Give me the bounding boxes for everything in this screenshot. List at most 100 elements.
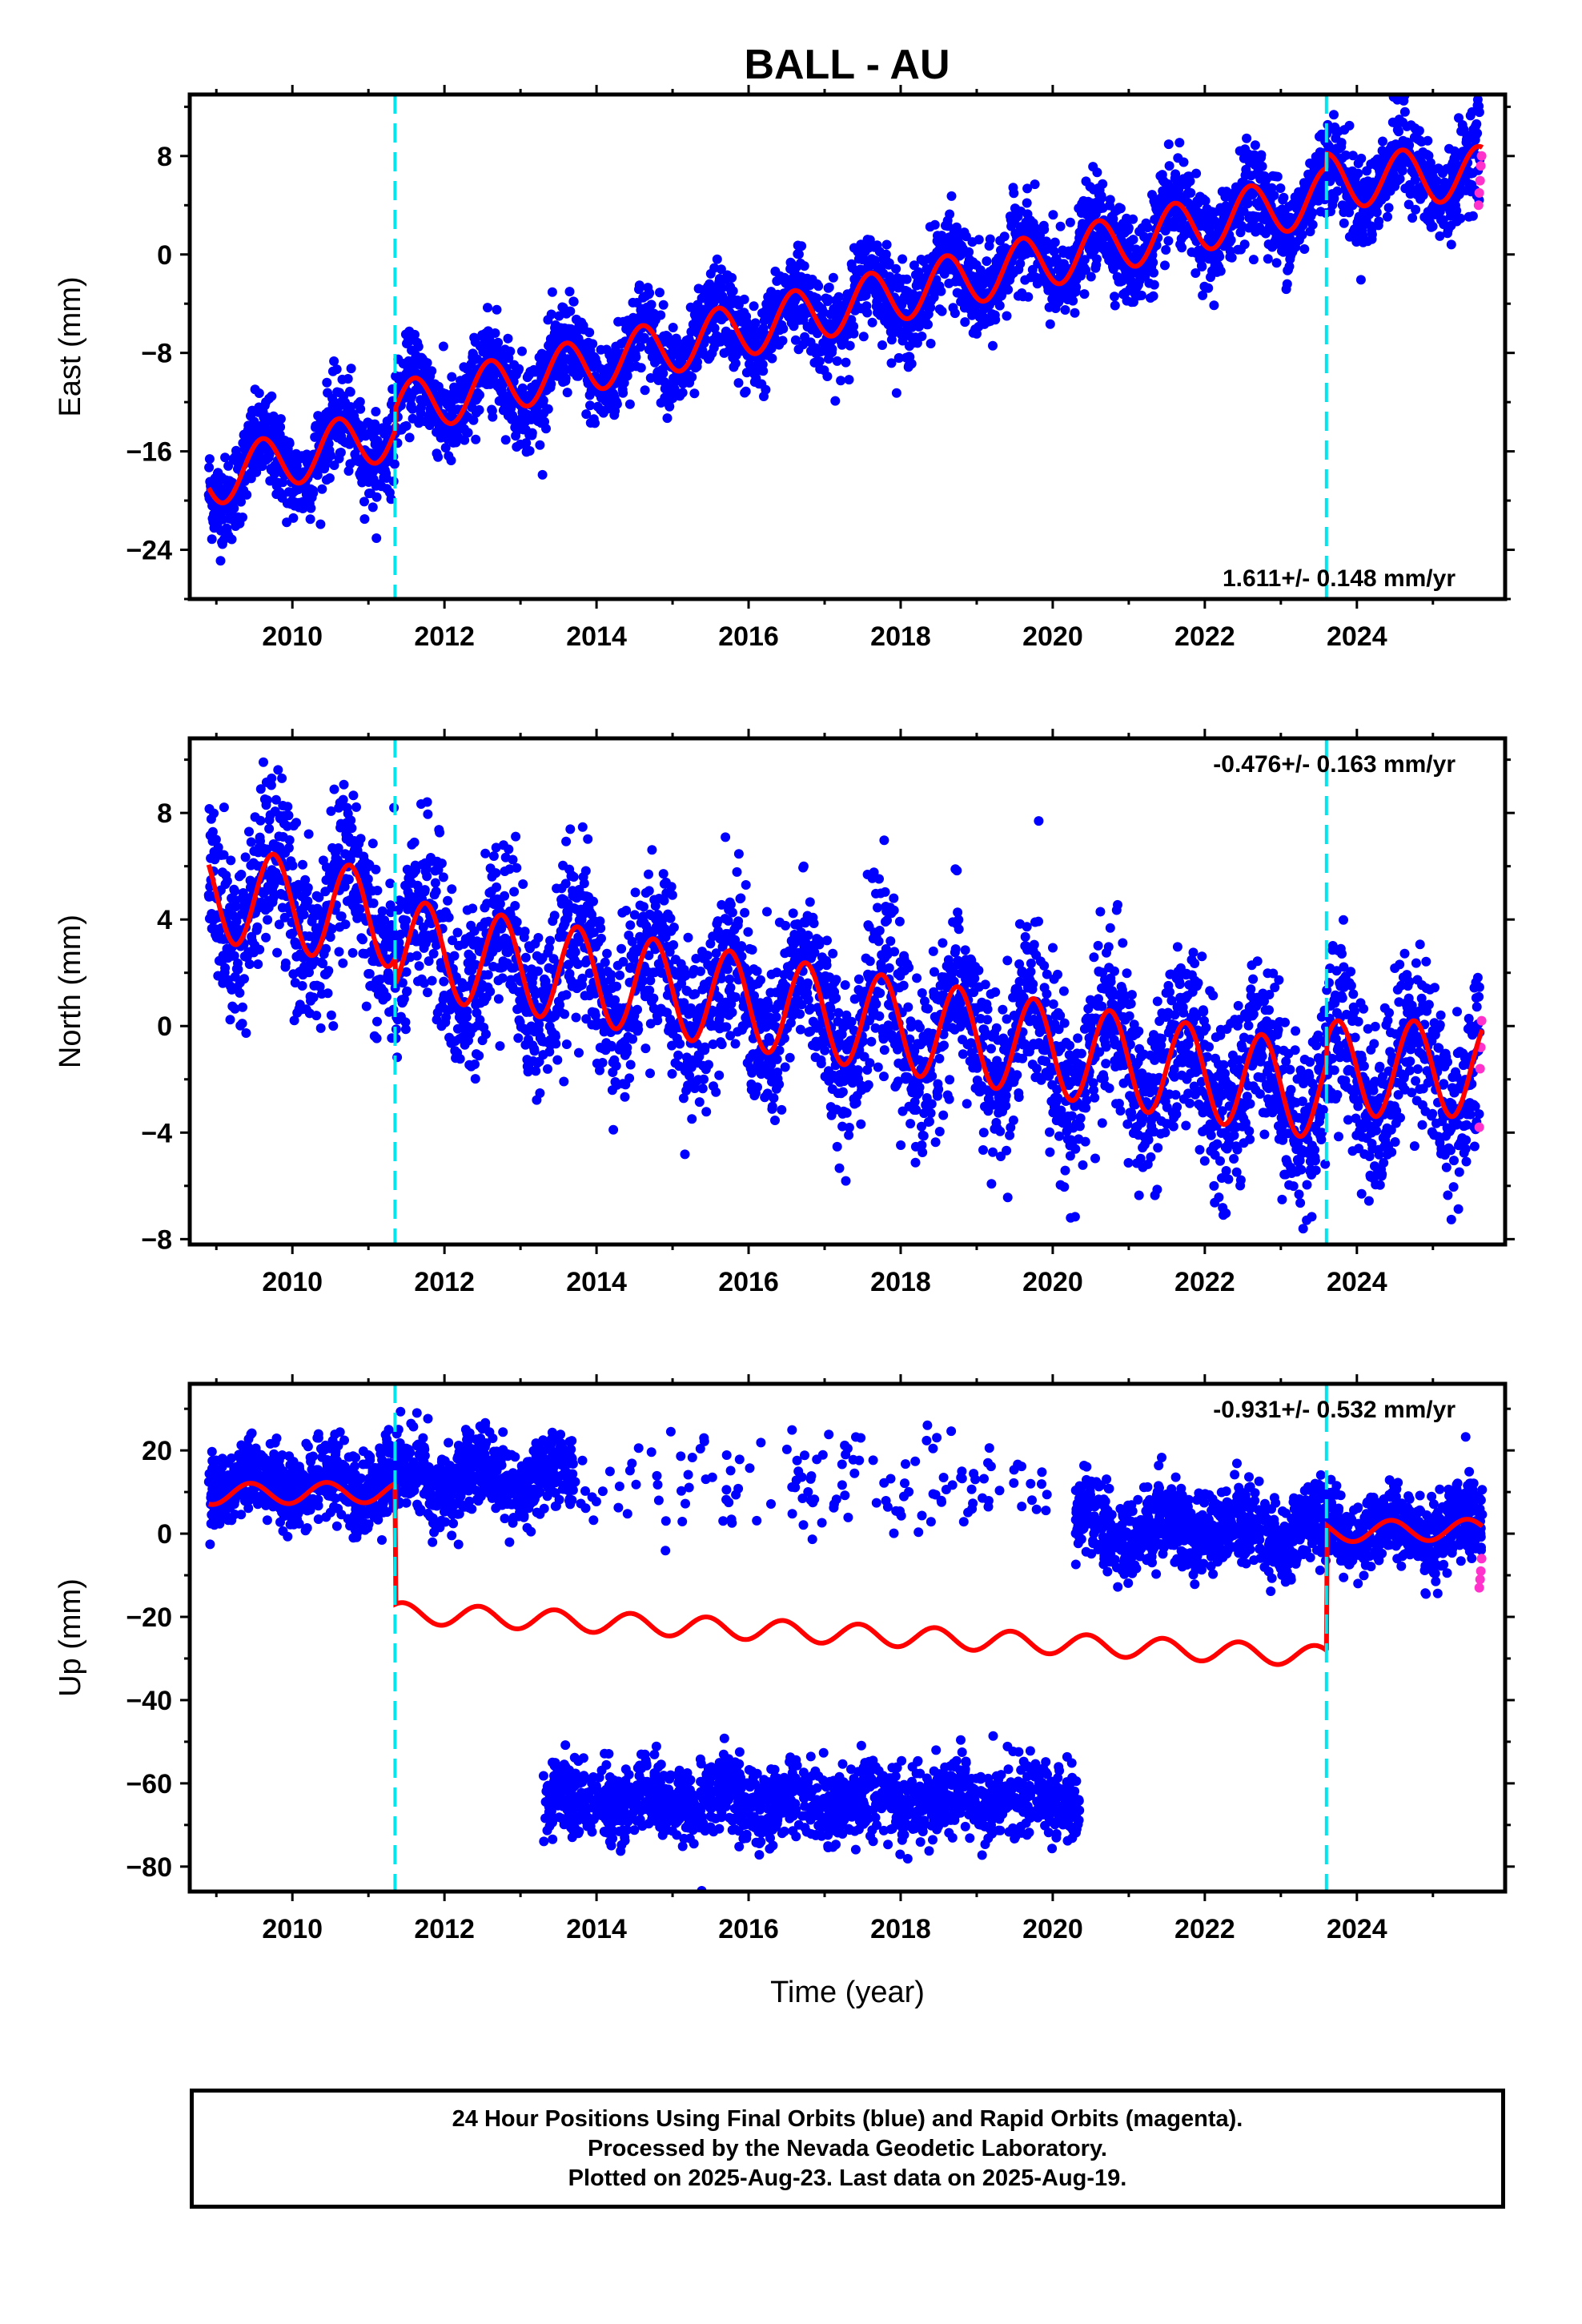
data-point <box>244 826 254 837</box>
data-point <box>474 404 484 415</box>
data-point <box>1414 126 1424 136</box>
data-point <box>1086 271 1096 282</box>
data-point <box>338 794 348 805</box>
data-point <box>1395 174 1405 184</box>
data-point <box>314 892 324 903</box>
data-point <box>1079 289 1090 300</box>
data-point <box>830 396 841 406</box>
data-point <box>355 904 365 914</box>
data-point <box>305 514 315 525</box>
data-point <box>347 947 358 958</box>
data-point <box>946 191 957 201</box>
data-point <box>288 513 299 523</box>
data-point <box>240 852 251 862</box>
data-point <box>488 412 498 422</box>
data-point <box>845 340 855 351</box>
data-point <box>1079 255 1090 265</box>
data-point <box>535 440 545 450</box>
data-point <box>317 484 327 494</box>
data-point <box>797 241 807 251</box>
data-point <box>222 876 232 887</box>
data-point <box>1163 139 1174 150</box>
data-point <box>562 388 572 398</box>
data-point <box>329 460 339 470</box>
data-point <box>710 295 721 305</box>
data-point <box>1163 235 1174 246</box>
data-point <box>568 296 579 307</box>
data-point <box>1347 200 1358 211</box>
data-point <box>1110 300 1120 311</box>
y-tick-label: −24 <box>126 536 172 566</box>
data-point <box>901 274 912 284</box>
data-point <box>252 922 263 932</box>
x-tick-label: 2018 <box>870 621 931 652</box>
data-point <box>812 293 822 304</box>
data-point <box>324 473 335 483</box>
data-point <box>634 280 644 291</box>
data-point <box>404 432 415 443</box>
data-point <box>355 404 366 414</box>
data-point <box>1068 296 1078 306</box>
data-point <box>255 944 265 955</box>
data-point <box>913 322 924 332</box>
data-point <box>264 823 275 834</box>
rapid-point <box>1476 151 1487 161</box>
plot-area <box>203 757 1487 1234</box>
data-point <box>1456 213 1466 223</box>
data-point <box>1284 261 1295 271</box>
data-point <box>777 336 788 346</box>
data-point <box>894 353 905 363</box>
data-point <box>1279 192 1289 203</box>
data-point <box>449 951 460 961</box>
data-point <box>891 263 901 274</box>
data-point <box>443 895 453 906</box>
data-point <box>322 377 332 388</box>
data-point <box>1198 290 1208 300</box>
data-point <box>500 435 511 445</box>
data-point <box>348 790 359 801</box>
data-point <box>662 413 673 424</box>
data-point <box>646 300 656 310</box>
data-point <box>381 991 391 1002</box>
data-point <box>371 407 381 416</box>
data-point <box>1022 198 1032 208</box>
data-point <box>799 261 809 271</box>
data-point <box>340 919 351 930</box>
data-point <box>1472 128 1483 139</box>
data-point <box>311 1011 322 1021</box>
data-point <box>687 372 697 382</box>
data-point <box>246 837 256 847</box>
data-point <box>588 339 598 349</box>
data-point <box>1418 190 1428 200</box>
data-point <box>375 974 385 984</box>
data-point <box>274 919 284 930</box>
data-point <box>238 513 247 522</box>
data-point <box>372 1016 382 1027</box>
data-point <box>793 249 804 259</box>
data-point <box>488 851 499 861</box>
data-point <box>491 868 501 879</box>
data-point <box>1427 221 1438 231</box>
data-point <box>877 340 887 350</box>
data-point <box>345 387 355 397</box>
data-point <box>974 235 984 245</box>
data-point <box>1272 171 1283 182</box>
data-point <box>331 364 342 375</box>
data-point <box>256 897 267 907</box>
data-point <box>767 353 777 364</box>
data-point <box>364 969 375 979</box>
data-point <box>371 492 382 502</box>
data-point <box>1089 245 1099 255</box>
data-point <box>517 383 528 393</box>
data-point <box>298 859 307 870</box>
data-point <box>385 900 396 911</box>
data-point <box>728 286 738 296</box>
data-point <box>990 315 1001 325</box>
data-point <box>460 435 470 445</box>
data-point <box>960 317 970 328</box>
data-point <box>371 864 381 875</box>
data-point <box>865 235 875 245</box>
velocity-rate-label: 1.611+/- 0.148 mm/yr <box>1223 565 1456 592</box>
data-point <box>433 452 444 462</box>
data-point <box>325 932 335 943</box>
